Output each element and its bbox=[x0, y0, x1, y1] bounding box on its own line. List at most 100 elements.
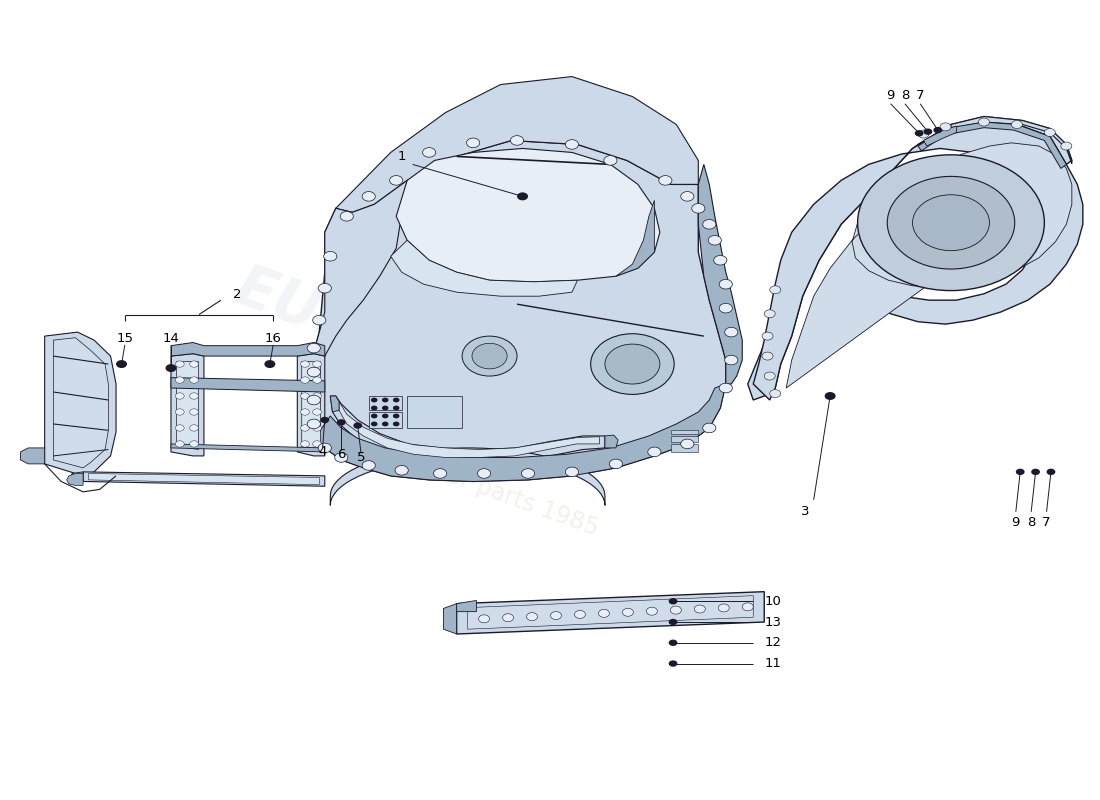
Circle shape bbox=[300, 409, 309, 415]
Circle shape bbox=[300, 393, 309, 399]
Circle shape bbox=[116, 360, 127, 368]
Circle shape bbox=[175, 393, 184, 399]
Circle shape bbox=[979, 118, 989, 126]
Circle shape bbox=[371, 398, 377, 402]
Circle shape bbox=[598, 610, 609, 618]
Polygon shape bbox=[314, 384, 726, 482]
Circle shape bbox=[466, 138, 480, 148]
Polygon shape bbox=[671, 430, 698, 434]
Circle shape bbox=[371, 422, 377, 426]
Polygon shape bbox=[456, 592, 764, 634]
Circle shape bbox=[669, 598, 678, 605]
Circle shape bbox=[393, 406, 399, 410]
Text: 8: 8 bbox=[901, 90, 909, 102]
Circle shape bbox=[591, 334, 674, 394]
Polygon shape bbox=[918, 122, 1066, 169]
Circle shape bbox=[382, 422, 388, 426]
Circle shape bbox=[393, 398, 399, 402]
Circle shape bbox=[915, 130, 924, 137]
Circle shape bbox=[669, 639, 678, 646]
Polygon shape bbox=[924, 126, 957, 146]
Circle shape bbox=[1044, 129, 1055, 137]
Circle shape bbox=[165, 364, 176, 372]
Circle shape bbox=[189, 409, 198, 415]
Text: 9: 9 bbox=[1012, 516, 1020, 529]
Circle shape bbox=[320, 417, 329, 423]
Text: 14: 14 bbox=[163, 332, 179, 345]
Polygon shape bbox=[170, 444, 324, 452]
Polygon shape bbox=[407, 396, 462, 428]
Polygon shape bbox=[952, 117, 1071, 164]
Circle shape bbox=[718, 604, 729, 612]
Polygon shape bbox=[170, 342, 324, 356]
Polygon shape bbox=[786, 143, 1071, 388]
Polygon shape bbox=[396, 149, 660, 282]
Circle shape bbox=[527, 613, 538, 621]
Polygon shape bbox=[390, 240, 578, 296]
Circle shape bbox=[719, 303, 733, 313]
Circle shape bbox=[189, 393, 198, 399]
Circle shape bbox=[764, 310, 776, 318]
Polygon shape bbox=[70, 472, 84, 484]
Polygon shape bbox=[176, 362, 198, 450]
Circle shape bbox=[770, 390, 781, 398]
Circle shape bbox=[517, 192, 528, 200]
Circle shape bbox=[382, 406, 388, 410]
Circle shape bbox=[623, 608, 634, 616]
Circle shape bbox=[312, 441, 321, 447]
Circle shape bbox=[694, 605, 705, 613]
Circle shape bbox=[714, 255, 727, 265]
Circle shape bbox=[764, 372, 776, 380]
Circle shape bbox=[362, 461, 375, 470]
Circle shape bbox=[189, 361, 198, 367]
Circle shape bbox=[648, 447, 661, 457]
Circle shape bbox=[670, 606, 681, 614]
Text: 5: 5 bbox=[356, 451, 365, 464]
Circle shape bbox=[433, 469, 447, 478]
Circle shape bbox=[175, 441, 184, 447]
Circle shape bbox=[312, 409, 321, 415]
Circle shape bbox=[300, 361, 309, 367]
Polygon shape bbox=[754, 122, 1082, 400]
Polygon shape bbox=[302, 141, 726, 482]
Circle shape bbox=[918, 130, 930, 138]
Circle shape bbox=[669, 619, 678, 626]
Polygon shape bbox=[443, 604, 456, 634]
Circle shape bbox=[719, 279, 733, 289]
Circle shape bbox=[604, 156, 617, 166]
Circle shape bbox=[510, 136, 524, 146]
Circle shape bbox=[175, 377, 184, 383]
Text: 2: 2 bbox=[233, 288, 242, 301]
Circle shape bbox=[477, 469, 491, 478]
Circle shape bbox=[703, 219, 716, 229]
Text: 15: 15 bbox=[117, 332, 133, 345]
Text: EUROSPARES: EUROSPARES bbox=[227, 259, 653, 461]
Circle shape bbox=[692, 203, 705, 213]
Circle shape bbox=[422, 148, 436, 158]
Circle shape bbox=[934, 127, 943, 134]
Text: 3: 3 bbox=[801, 506, 810, 518]
Circle shape bbox=[703, 423, 716, 433]
Polygon shape bbox=[605, 435, 618, 448]
Polygon shape bbox=[170, 354, 204, 456]
Circle shape bbox=[681, 191, 694, 201]
Circle shape bbox=[1011, 121, 1022, 129]
Polygon shape bbox=[21, 448, 45, 464]
Circle shape bbox=[659, 175, 672, 185]
Circle shape bbox=[1031, 469, 1040, 475]
Polygon shape bbox=[45, 332, 116, 476]
Circle shape bbox=[312, 377, 321, 383]
Circle shape bbox=[393, 414, 399, 418]
Polygon shape bbox=[170, 378, 324, 392]
Polygon shape bbox=[330, 396, 605, 464]
Polygon shape bbox=[84, 472, 324, 486]
Circle shape bbox=[318, 283, 331, 293]
Circle shape bbox=[521, 469, 535, 478]
Circle shape bbox=[318, 443, 331, 453]
Circle shape bbox=[395, 466, 408, 475]
Text: 8: 8 bbox=[1027, 516, 1035, 529]
Polygon shape bbox=[616, 200, 654, 276]
Circle shape bbox=[307, 343, 320, 353]
Polygon shape bbox=[336, 77, 698, 212]
Circle shape bbox=[175, 361, 184, 367]
